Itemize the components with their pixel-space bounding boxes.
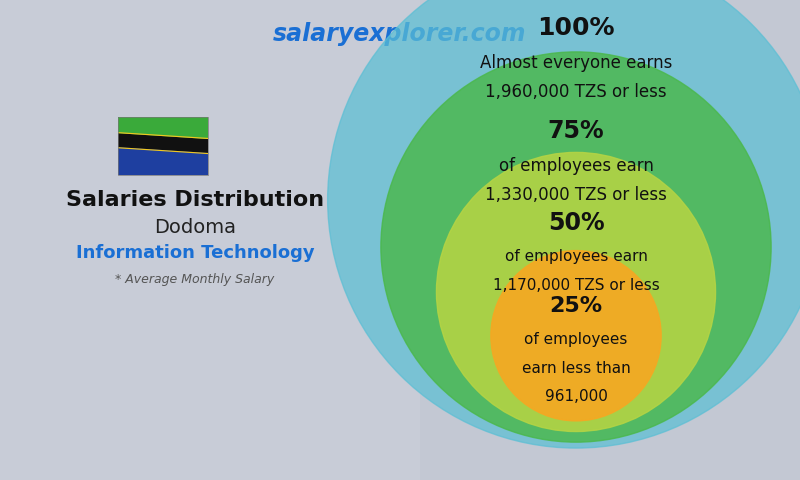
Polygon shape — [118, 133, 208, 153]
Text: Salaries Distribution: Salaries Distribution — [66, 190, 324, 210]
Text: earn less than: earn less than — [522, 360, 630, 375]
Text: 25%: 25% — [550, 296, 602, 316]
Polygon shape — [118, 132, 208, 139]
Text: 50%: 50% — [548, 211, 604, 235]
Text: 961,000: 961,000 — [545, 389, 607, 404]
Text: Information Technology: Information Technology — [76, 244, 314, 262]
Text: 1,330,000 TZS or less: 1,330,000 TZS or less — [485, 186, 667, 204]
Text: 100%: 100% — [538, 16, 614, 40]
Polygon shape — [118, 140, 208, 175]
Text: of employees: of employees — [524, 332, 628, 347]
Polygon shape — [118, 117, 208, 146]
Circle shape — [381, 52, 771, 442]
Text: salaryexplorer.com: salaryexplorer.com — [274, 22, 526, 46]
Text: 1,960,000 TZS or less: 1,960,000 TZS or less — [485, 83, 667, 101]
Bar — [0, 0, 420, 480]
Circle shape — [437, 153, 715, 432]
Text: 75%: 75% — [548, 119, 604, 143]
Circle shape — [328, 0, 800, 448]
Text: Dodoma: Dodoma — [154, 218, 236, 237]
Text: of employees earn: of employees earn — [498, 157, 654, 175]
Text: * Average Monthly Salary: * Average Monthly Salary — [115, 273, 274, 286]
Text: of employees earn: of employees earn — [505, 250, 647, 264]
Bar — [118, 117, 208, 175]
Circle shape — [491, 251, 661, 421]
Text: 1,170,000 TZS or less: 1,170,000 TZS or less — [493, 278, 659, 293]
Polygon shape — [118, 147, 208, 154]
Text: Almost everyone earns: Almost everyone earns — [480, 54, 672, 72]
